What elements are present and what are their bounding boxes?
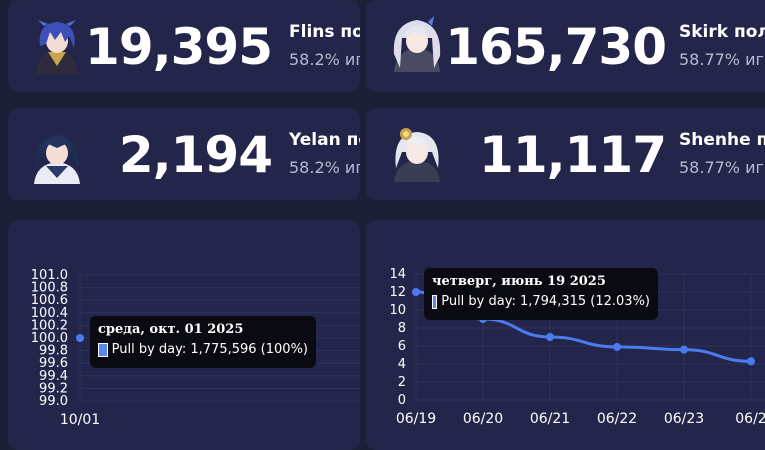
- character-name-suffix: пол: [733, 22, 765, 42]
- stat-count: 2,194: [118, 126, 273, 184]
- x-tick-label: 06/22: [597, 411, 637, 427]
- chart-tooltip: четверг, июнь 19 2025 Pull by day: 1,794…: [424, 268, 658, 320]
- stat-card-flins[interactable]: 19,395 Flins пол 58.2% иг: [8, 0, 360, 92]
- y-tick-label: 100.2: [31, 318, 68, 333]
- y-tick-label: 10: [389, 303, 406, 318]
- x-tick-label: 06/23: [664, 411, 704, 427]
- data-point: [747, 357, 755, 366]
- character-name-text: Shenhe: [679, 130, 751, 150]
- y-tick-label: 6: [398, 339, 406, 354]
- y-tick-label: 100.4: [31, 306, 68, 321]
- character-name: Yelan по: [289, 132, 360, 149]
- tooltip-row: Pull by day: 1,775,596 (100%): [98, 342, 308, 357]
- stat-count: 19,395: [85, 18, 273, 76]
- stat-count: 165,730: [445, 18, 667, 76]
- skirk-avatar-icon: [393, 16, 441, 72]
- character-name: Flins пол: [289, 24, 360, 41]
- tooltip-value: Pull by day: 1,775,596 (100%): [111, 342, 308, 357]
- character-name: Shenhe по: [679, 132, 765, 149]
- y-tick-label: 4: [398, 357, 406, 372]
- y-tick-label: 2: [398, 375, 406, 390]
- stat-percent: 58.77% иг: [679, 158, 764, 177]
- stat-count: 11,117: [479, 126, 667, 184]
- data-point: [412, 288, 420, 296]
- chart-card-right: 14 12 10 8 6 4 2 0 06/19 06/20 06/21 06/22 06/23 06/2…: [366, 220, 765, 450]
- y-tick-label: 99.2: [39, 381, 68, 396]
- series-swatch: [98, 342, 108, 357]
- data-point: [76, 334, 84, 342]
- y-tick-label: 99.8: [39, 344, 68, 359]
- x-tick-label: 06/2: [735, 411, 765, 427]
- tooltip-value: Pull by day: 1,794,315 (12.03%): [441, 294, 650, 309]
- x-tick-label: 06/19: [396, 411, 436, 427]
- stat-card-skirk[interactable]: 165,730 Skirk пол 58.77% иг: [366, 0, 765, 92]
- stat-percent: 58.2% иг: [289, 158, 360, 177]
- x-tick-label: 06/20: [463, 411, 503, 427]
- data-point: [613, 342, 621, 351]
- chart-card-left: 101.0 100.8 100.6 100.4 100.2 100.0 99.8 99.6 99…: [8, 220, 360, 450]
- stat-card-shenhe[interactable]: 11,117 Shenhe по 58.77% иг: [366, 108, 765, 200]
- y-tick-label: 100.8: [31, 281, 68, 296]
- chart-tooltip: среда, окт. 01 2025 Pull by day: 1,775,5…: [90, 316, 316, 368]
- x-tick-label: 10/01: [60, 412, 100, 428]
- tooltip-date: четверг, июнь 19 2025: [432, 274, 606, 289]
- data-point: [680, 345, 688, 354]
- series-swatch: [432, 294, 438, 309]
- y-tick-label: 100.6: [31, 293, 68, 308]
- x-tick-label: 06/21: [530, 411, 570, 427]
- character-name-text: Skirk: [679, 22, 729, 42]
- stat-card-yelan[interactable]: 2,194 Yelan по 58.2% иг: [8, 108, 360, 200]
- y-tick-label: 99.4: [39, 369, 68, 384]
- character-name-suffix: пол: [340, 22, 360, 42]
- character-name-text: Yelan: [289, 130, 341, 150]
- shenhe-avatar-icon: [394, 128, 440, 182]
- pull-by-day-chart-right[interactable]: 14 12 10 8 6 4 2 0 06/19 06/20 06/21 06/22 06/23 06/2: [366, 220, 765, 450]
- flins-avatar-icon: [36, 20, 78, 74]
- y-tick-label: 99.0: [39, 394, 68, 409]
- tooltip-date: среда, окт. 01 2025: [98, 322, 244, 337]
- y-tick-label: 100.0: [31, 331, 68, 346]
- yelan-avatar-icon: [34, 134, 80, 184]
- character-name-suffix: по: [346, 130, 360, 150]
- stat-percent: 58.2% иг: [289, 50, 360, 69]
- y-tick-label: 14: [389, 267, 406, 282]
- character-name-text: Flins: [289, 22, 335, 42]
- data-point: [546, 333, 554, 341]
- y-tick-label: 101.0: [31, 268, 68, 283]
- tooltip-row: Pull by day: 1,794,315 (12.03%): [432, 294, 650, 309]
- y-tick-label: 99.6: [39, 356, 68, 371]
- y-tick-label: 8: [398, 321, 406, 336]
- y-tick-label: 12: [389, 285, 406, 300]
- character-name: Skirk пол: [679, 24, 765, 41]
- y-tick-label: 0: [398, 393, 406, 408]
- character-name-suffix: по: [756, 130, 765, 150]
- stat-percent: 58.77% иг: [679, 50, 764, 69]
